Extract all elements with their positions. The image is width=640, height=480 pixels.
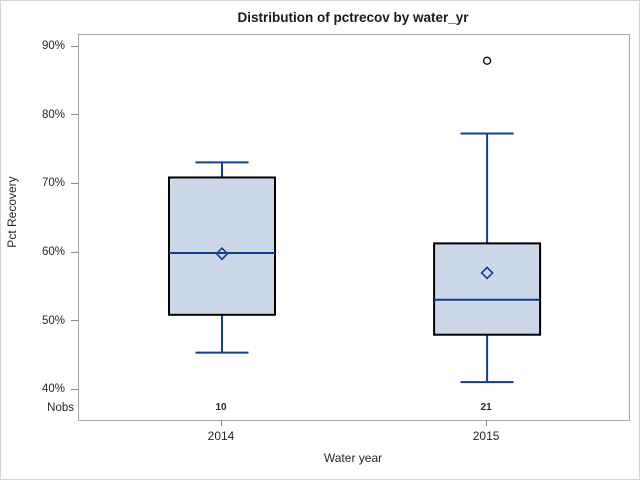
- nobs-value: 21: [480, 402, 492, 413]
- x-tick-mark: [485, 420, 487, 426]
- mean-diamond: [480, 266, 494, 280]
- outlier-point: [482, 56, 492, 65]
- x-axis-title: Water year: [323, 451, 383, 465]
- nobs-row-label: Nobs: [47, 402, 74, 414]
- nobs-value: 10: [215, 402, 227, 413]
- y-axis-title: Pct Recovery: [5, 176, 19, 248]
- y-tick-mark: [71, 320, 78, 322]
- chart-title: Distribution of pctrecov by water_yr: [237, 10, 469, 25]
- y-tick-label: 50%: [41, 314, 65, 327]
- iqr-box: [433, 242, 542, 336]
- y-tick-label: 40%: [41, 383, 65, 396]
- x-tick-label: 2015: [472, 429, 500, 443]
- y-tick-mark: [71, 251, 78, 253]
- y-tick-mark: [71, 388, 78, 390]
- y-tick-label: 70%: [41, 177, 65, 190]
- x-tick-label: 2014: [207, 429, 235, 443]
- x-tick-mark: [220, 420, 222, 426]
- boxplot-canvas: [168, 56, 542, 384]
- y-tick-label: 90%: [41, 40, 65, 52]
- y-tick-label: 60%: [41, 246, 65, 258]
- y-tick-label: 80%: [41, 108, 65, 121]
- iqr-box: [168, 176, 276, 316]
- plot-area: [78, 34, 630, 421]
- y-tick-mark: [71, 182, 78, 184]
- y-tick-mark: [71, 114, 78, 116]
- mean-diamond: [215, 247, 229, 261]
- y-tick-mark: [71, 45, 78, 47]
